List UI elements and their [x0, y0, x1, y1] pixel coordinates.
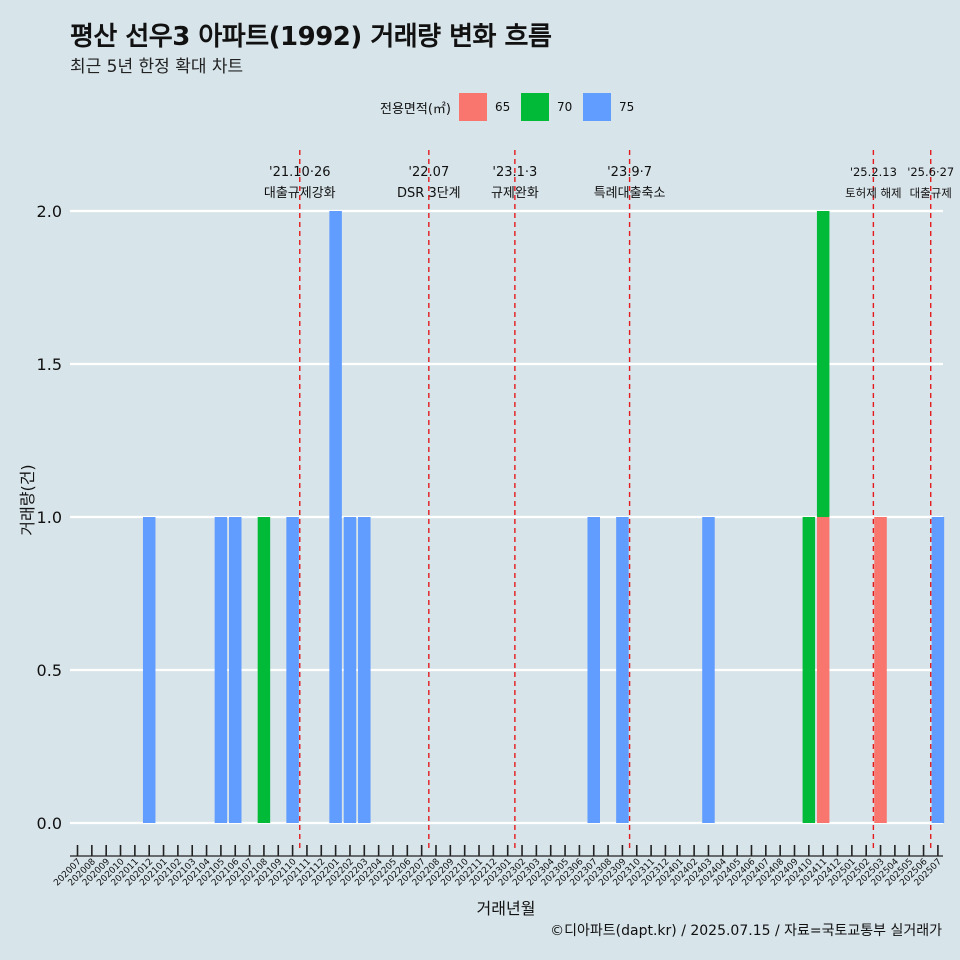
bar-75-202201	[329, 211, 342, 823]
legend-item-65: 65	[458, 93, 511, 121]
bar-70-202108	[257, 517, 271, 823]
legend-title: 전용면적(㎡)	[380, 101, 451, 117]
y-axis-title: 거래량(건)	[18, 464, 37, 535]
bar-75-202105	[214, 517, 228, 823]
event-desc-label: 토허제 해제	[845, 186, 902, 200]
event-desc-label: DSR 3단계	[397, 186, 461, 201]
bar-65-202411	[816, 517, 830, 823]
event-date-label: '21.10·26	[269, 165, 330, 180]
event-date-label: '23.9·7	[607, 165, 652, 180]
legend-swatch-65	[458, 93, 487, 121]
chart-title: 평산 선우3 아파트(1992) 거래량 변화 흐름	[70, 22, 552, 52]
bar-75-202203	[358, 517, 371, 823]
event-desc-label: 규제완화	[491, 186, 539, 201]
event-date-label: '25.6·27	[907, 165, 954, 179]
bar-75-202507	[931, 517, 945, 823]
event-desc-label: 특례대출축소	[594, 186, 666, 201]
event-desc-label: 대출규제강화	[264, 186, 336, 201]
bar-75-202106	[228, 517, 242, 823]
y-tick-label: 1.5	[37, 355, 62, 374]
event-date-label: '22.07	[408, 165, 449, 180]
legend-item-70: 70	[520, 93, 573, 121]
x-axis-title: 거래년월	[477, 899, 536, 918]
bar-75-202403	[702, 517, 715, 823]
y-tick-label: 2.0	[37, 202, 62, 221]
chart-subtitle: 최근 5년 한정 확대 차트	[70, 57, 244, 77]
legend-label-70: 70	[556, 100, 573, 114]
bar-65-202503	[874, 517, 887, 823]
bar-75-202309	[616, 517, 629, 823]
bar-75-202110	[286, 517, 299, 823]
legend-swatch-75	[582, 93, 611, 121]
legend-swatch-70	[520, 93, 549, 121]
y-tick-label: 0.0	[37, 814, 62, 833]
legend-label-75: 75	[618, 100, 635, 114]
bar-75-202307	[587, 517, 600, 823]
legend: 전용면적(㎡) 65 70 75	[380, 93, 645, 121]
y-tick-label: 0.5	[37, 661, 62, 680]
source-caption: ©디아파트(dapt.kr) / 2025.07.15 / 자료=국토교통부 실…	[550, 923, 942, 939]
event-date-label: '25.2.13	[850, 165, 897, 179]
bar-75-202202	[343, 517, 357, 823]
bar-70-202411	[816, 211, 830, 517]
bar-70-202410	[802, 517, 816, 823]
y-tick-label: 1.0	[37, 508, 62, 527]
legend-item-75: 75	[582, 93, 635, 121]
bar-75-202012	[142, 517, 156, 823]
event-desc-label: 대출규제	[910, 186, 952, 200]
legend-label-65: 65	[494, 100, 511, 114]
event-date-label: '23.1·3	[492, 165, 537, 180]
